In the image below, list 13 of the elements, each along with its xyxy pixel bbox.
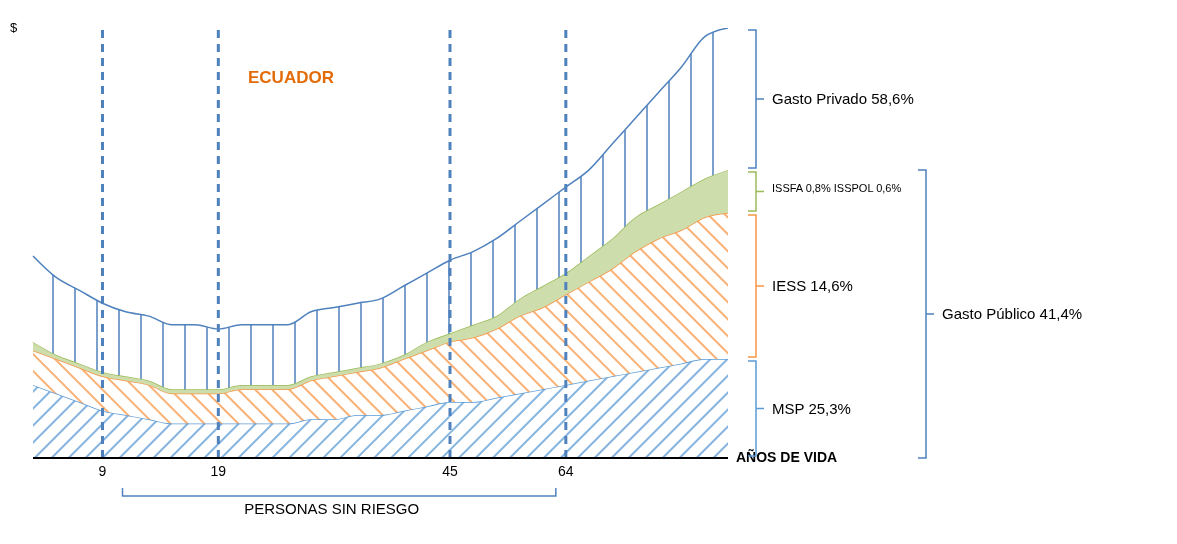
x-tick-label: 9 (98, 462, 107, 479)
legend-label: IESS 14,6% (772, 277, 853, 294)
text: ECUADOR (248, 68, 334, 88)
x-tick-label: 19 (210, 462, 227, 479)
text: Gasto Público 41,4% (942, 304, 1083, 322)
legend-label: Gasto Privado 58,6% (772, 89, 914, 107)
legend-label: ISSFA 0,8% ISSPOL 0,6% (772, 182, 902, 195)
y-axis-title: $ (10, 20, 18, 35)
x-tick-label: 64 (558, 462, 574, 479)
text: PERSONAS SIN RIESGO (244, 500, 420, 517)
x-tick-label: 45 (442, 462, 458, 479)
x-axis-title: AÑOS DE VIDA (736, 449, 838, 465)
legend-label: MSP 25,3% (772, 399, 851, 417)
